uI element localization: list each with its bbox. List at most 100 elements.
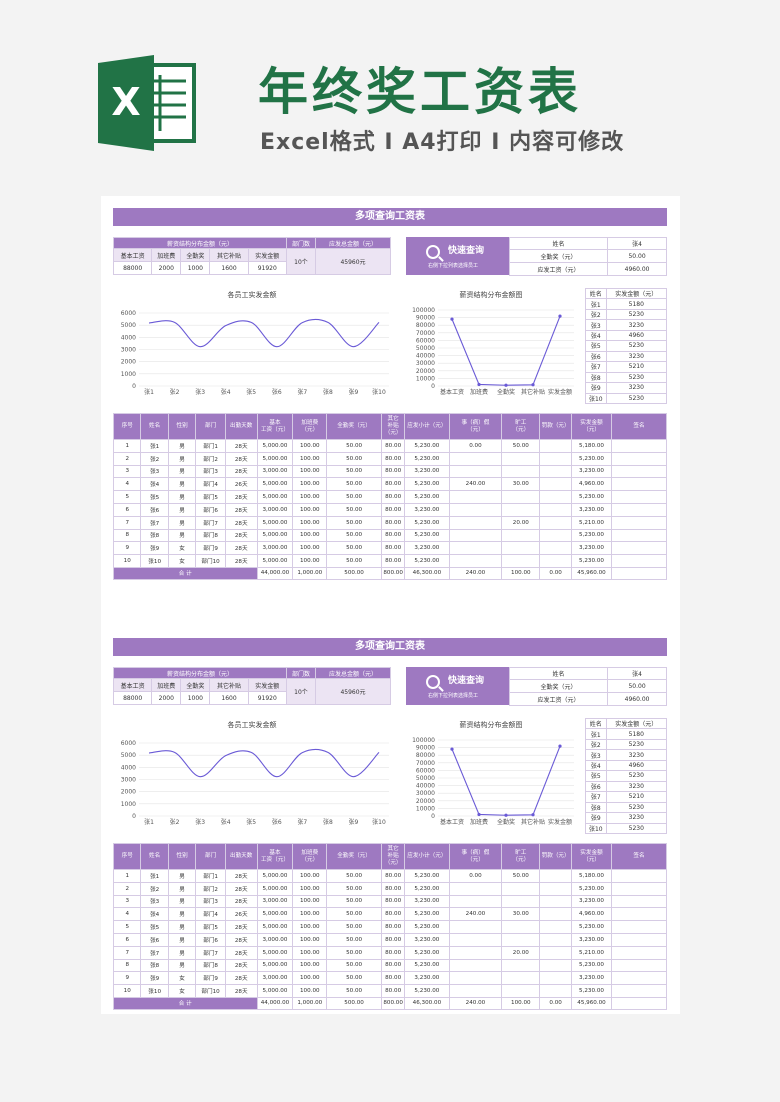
y-tick-label: 1000 <box>121 801 136 808</box>
table-cell: 100.00 <box>292 554 328 568</box>
side-table-cell: 3230 <box>605 319 668 331</box>
table-cell <box>539 515 572 530</box>
side-table-cell: 5230 <box>605 392 668 405</box>
total-label: 合 计 <box>113 566 258 580</box>
table-cell <box>539 945 572 960</box>
table-cell <box>611 528 667 543</box>
table-cell: 5,230.00 <box>404 945 450 960</box>
table-header: 性别 <box>167 413 197 440</box>
quick-query-title: 快速查询 <box>448 246 485 256</box>
table-row: 张8 5230 <box>585 801 668 814</box>
table-cell: 5,000.00 <box>256 869 294 883</box>
table-cell <box>611 554 667 568</box>
table-cell: 6 <box>112 502 142 517</box>
x-tick-label: 基本工资 <box>440 388 464 396</box>
y-tick-label: 30000 <box>416 790 435 797</box>
table-cell <box>611 894 667 909</box>
series-line <box>451 745 561 816</box>
summary-header: 加班费 <box>151 248 182 262</box>
table-cell <box>448 541 503 556</box>
table-cell: 部门1 <box>195 869 226 883</box>
table-cell: 50.00 <box>326 502 383 517</box>
table-cell: 部门7 <box>195 515 226 530</box>
table-cell: 3,000.00 <box>256 894 294 909</box>
svg-text:X: X <box>111 80 140 124</box>
salary-sheet: 多项查询工资表 薪资结构分布金额（元） 部门数 应发总金额（元） 基本工资 加班费 全勤奖其… <box>112 638 668 1010</box>
total-cell: 46,300.00 <box>404 566 450 580</box>
total-row: 合 计 44,000.00 1,000.00 500.00 800.00 46,300.0… <box>113 566 667 580</box>
y-tick-label: 40000 <box>416 353 435 360</box>
table-cell <box>539 490 572 504</box>
table-cell: 3,000.00 <box>256 971 294 986</box>
table-cell: 28天 <box>224 554 258 568</box>
y-tick-label: 80000 <box>416 322 435 329</box>
table-cell: 5,230.00 <box>404 477 450 492</box>
table-cell: 张1 <box>140 869 169 883</box>
table-cell <box>539 439 572 453</box>
table-header: 序号 <box>112 843 142 870</box>
table-row: 张6 3230 <box>585 350 668 363</box>
query-name-label: 姓名 <box>508 667 609 680</box>
series-line <box>148 748 380 778</box>
total-label: 合 计 <box>113 996 258 1010</box>
dept-count-label: 部门数 <box>285 667 316 679</box>
table-cell: 100.00 <box>292 932 328 947</box>
side-table-header: 姓名 <box>585 287 607 300</box>
table-cell: 张3 <box>140 894 169 909</box>
table-cell <box>539 958 572 973</box>
table-header: 罚款（元） <box>539 843 572 870</box>
table-header: 应发小计（元） <box>404 413 450 440</box>
data-point <box>531 383 535 387</box>
summary-value: 2000 <box>151 261 182 275</box>
table-header: 其它 补贴 （元） <box>381 843 406 870</box>
chart-title: 薪资结构分布金额图 <box>460 290 523 299</box>
table-cell: 10 <box>112 984 142 998</box>
quick-query-table: 姓名 张4 全勤奖（元） 50.00 应发工资（元） 4960.00 <box>508 237 667 276</box>
salary-distribution-chart: 薪资结构分布金额图 100000 90000 80000 70000 60000 50000… <box>406 718 576 834</box>
table-row: 张4 4960 <box>585 759 668 772</box>
table-cell: 5,230.00 <box>570 958 613 973</box>
table-cell: 男 <box>167 502 197 517</box>
table-cell <box>501 894 541 909</box>
table-header: 部门 <box>195 843 226 870</box>
table-cell: 5,230.00 <box>404 907 450 922</box>
x-tick-label: 张4 <box>221 818 231 826</box>
table-cell <box>501 490 541 504</box>
y-tick-label: 60000 <box>416 767 435 774</box>
y-tick-label: 1000 <box>121 371 136 378</box>
table-cell: 张7 <box>140 945 169 960</box>
query-name-select[interactable]: 张4 <box>607 667 667 680</box>
table-cell: 张3 <box>140 464 169 479</box>
table-cell: 100.00 <box>292 439 328 453</box>
chart-svg: 各员工实发金额 6000 5000 4000 3000 2000 1000 0 张1 张2 张3 张4… <box>121 290 389 396</box>
table-cell: 50.00 <box>326 477 383 492</box>
y-tick-label: 0 <box>132 383 136 390</box>
table-cell: 100.00 <box>292 502 328 517</box>
data-point <box>450 747 454 751</box>
side-table-cell: 张3 <box>585 749 607 761</box>
table-cell: 5,210.00 <box>570 515 613 530</box>
sheet-title: 多项查询工资表 <box>113 208 667 226</box>
table-cell: 5,000.00 <box>256 451 294 466</box>
table-row: 8 张8 男部门8 28天 5,000.00 100.00 50.00 80.00 5,230.… <box>112 528 667 543</box>
query-name-select[interactable]: 张4 <box>607 237 667 250</box>
salary-table: 序号 姓名 性别 部门 出勤天数 基本 工资（元） 加班费 （元） 全勤奖（元） 其它 补贴 （… <box>112 413 667 580</box>
x-tick-label: 实发金额 <box>548 388 572 396</box>
table-cell: 9 <box>112 971 142 986</box>
table-cell: 5,180.00 <box>570 439 613 453</box>
summary-value: 91920 <box>247 691 287 705</box>
table-cell: 100.00 <box>292 971 328 986</box>
table-cell: 男 <box>167 451 197 466</box>
table-row: 6 张6 男部门6 28天 3,000.00 100.00 50.00 80.00 3,230.… <box>112 502 667 517</box>
y-tick-label: 30000 <box>416 360 435 367</box>
table-cell: 28天 <box>224 894 258 909</box>
table-cell: 3,000.00 <box>256 541 294 556</box>
employee-amount-table: 姓名 实发金额（元） 张1 5180 张2 5230 张3 3230 张4 4960 张5 5230 张… <box>585 717 668 835</box>
table-header: 加班费 （元） <box>292 843 328 870</box>
y-tick-label: 100000 <box>412 737 435 744</box>
table-cell <box>611 945 667 960</box>
table-row: 7 张7 男部门7 28天 5,000.00 100.00 50.00 80.00 5,230.… <box>112 515 667 530</box>
x-tick-label: 张6 <box>272 388 282 396</box>
total-cell: 44,000.00 <box>256 996 294 1010</box>
table-cell: 部门8 <box>195 958 226 973</box>
